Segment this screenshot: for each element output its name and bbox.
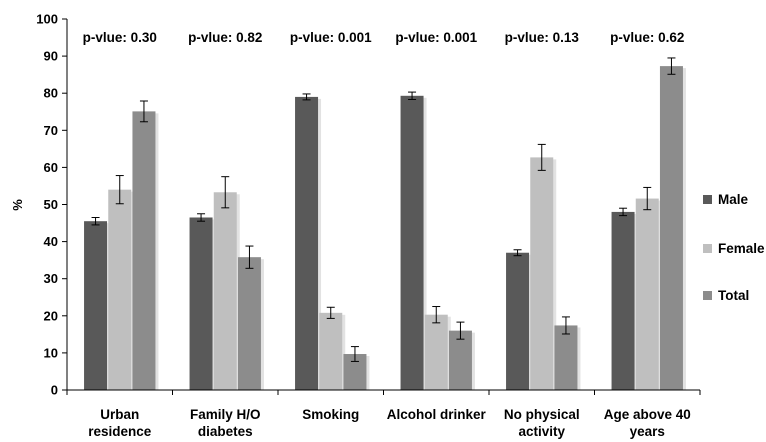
p-value-label: p-vlue: 0.001 — [395, 30, 477, 45]
x-category-label: years — [630, 424, 665, 439]
bar-total — [659, 66, 683, 390]
bar-total — [343, 354, 367, 390]
y-tick-label: 70 — [44, 123, 58, 138]
axes — [66, 19, 701, 395]
legend-swatch-male — [703, 195, 712, 204]
y-tick-label: 100 — [36, 12, 58, 27]
bar-female — [213, 192, 237, 390]
x-category-label: diabetes — [198, 424, 253, 439]
bar-male — [506, 252, 530, 390]
p-value-annotations: p-vlue: 0.30 p-vlue: 0.82 p-vlue: 0.001 p-v… — [83, 30, 685, 45]
bar-total — [554, 325, 578, 390]
bar-male — [400, 95, 424, 390]
error-bars-layer — [91, 57, 676, 362]
y-tick-label: 40 — [44, 234, 58, 249]
p-value-label: p-vlue: 0.13 — [505, 30, 580, 45]
y-axis: 0 10 20 30 40 50 60 70 80 90 100 — [36, 12, 67, 398]
p-value-label: p-vlue: 0.82 — [188, 30, 262, 45]
y-tick-label: 0 — [51, 383, 58, 398]
y-tick-label: 20 — [44, 308, 58, 323]
bar-male — [295, 96, 319, 390]
bar-total — [132, 111, 156, 390]
x-category-label: No physical — [504, 407, 580, 422]
x-category-label: Smoking — [302, 407, 359, 422]
x-category-label: residence — [88, 424, 152, 439]
y-tick-label: 90 — [44, 49, 58, 64]
bar-total — [448, 330, 472, 390]
x-category-label: activity — [518, 424, 565, 439]
legend-swatch-female — [703, 244, 712, 253]
y-axis-label: % — [10, 199, 25, 211]
y-tick-label: 10 — [44, 345, 58, 360]
x-category-label: Age above 40 — [604, 407, 691, 422]
x-category-label: Alcohol drinker — [387, 407, 487, 422]
bar-female — [319, 312, 343, 390]
legend-label-female: Female — [718, 241, 765, 256]
y-tick-label: 80 — [44, 86, 58, 101]
legend: Male Female Total — [703, 192, 765, 303]
bar-total — [237, 257, 261, 390]
p-value-label: p-vlue: 0.001 — [290, 30, 372, 45]
bar-male — [611, 211, 635, 390]
legend-swatch-total — [703, 291, 712, 300]
bar-male — [189, 217, 213, 390]
bar-female — [635, 198, 659, 390]
legend-label-total: Total — [718, 288, 749, 303]
x-category-label: Family H/O — [190, 407, 261, 422]
p-value-label: p-vlue: 0.30 — [83, 30, 157, 45]
x-axis-labels: Urban residence Family H/O diabetes Smoking A… — [88, 407, 691, 439]
bars-layer — [84, 66, 686, 390]
y-tick-label: 60 — [44, 160, 58, 175]
legend-label-male: Male — [718, 192, 749, 207]
bar-male — [84, 221, 108, 390]
bar-female — [424, 314, 448, 390]
x-category-label: Urban — [100, 407, 139, 422]
p-value-label: p-vlue: 0.62 — [610, 30, 684, 45]
bar-female — [108, 189, 132, 390]
bar-female — [530, 157, 554, 390]
y-tick-label: 30 — [44, 271, 58, 286]
y-tick-label: 50 — [44, 197, 58, 212]
